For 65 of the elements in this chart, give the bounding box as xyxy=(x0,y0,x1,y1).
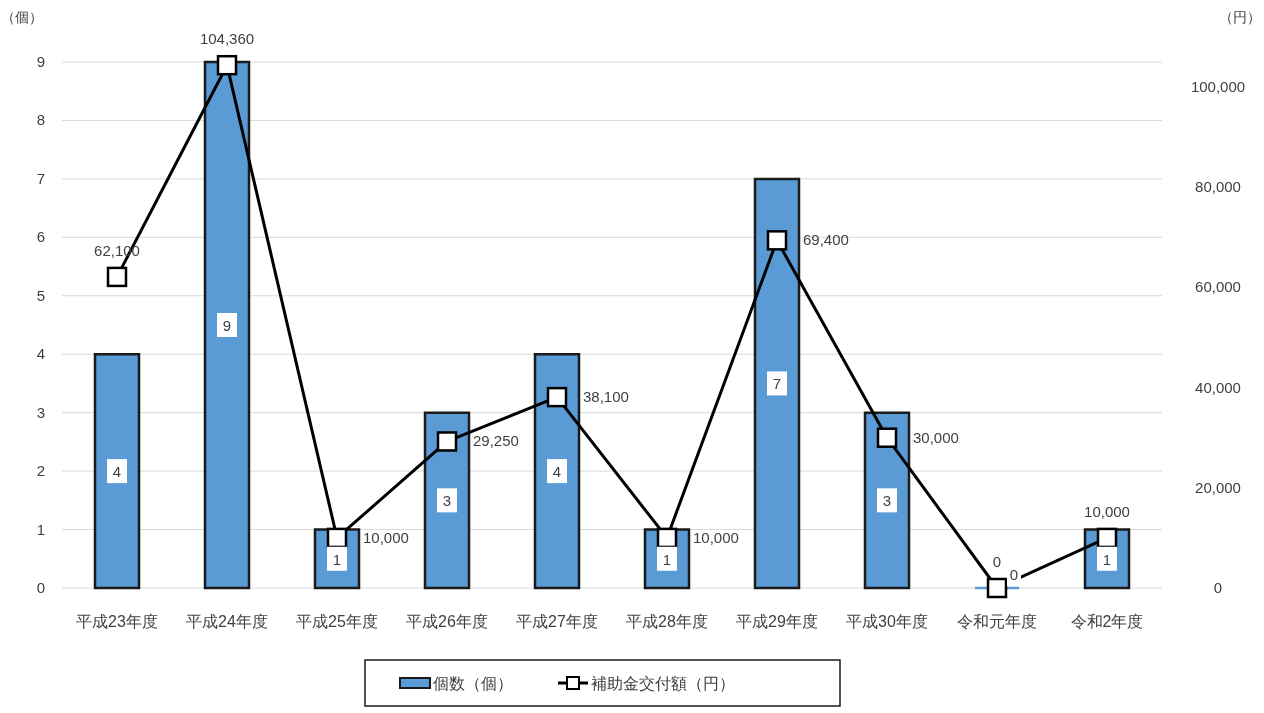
point xyxy=(106,266,128,288)
data-label: 69,400 xyxy=(803,231,849,249)
y2-tick-label: 80,000 xyxy=(1195,178,1241,196)
point xyxy=(986,577,1008,599)
y-axis-title: （個） xyxy=(1,9,43,25)
data-label: 3 xyxy=(442,492,452,510)
y2-tick-label: 100,000 xyxy=(1190,78,1246,96)
data-label: 4 xyxy=(552,463,562,481)
x-tick-label: 平成26年度 xyxy=(406,613,488,630)
data-label: 9 xyxy=(222,317,232,334)
bar xyxy=(93,352,141,590)
x-tick-label: 令和元年度 xyxy=(957,613,1037,630)
x-tick-label: 平成25年度 xyxy=(296,613,378,630)
y2-tick-label: 20,000 xyxy=(1195,478,1241,496)
x-tick-label: 平成27年度 xyxy=(516,613,598,630)
data-label: 30,000 xyxy=(913,428,959,446)
x-tick-label: 平成29年度 xyxy=(736,613,818,630)
legend-label: 個数（個） xyxy=(433,675,513,692)
y-tick-label: 8 xyxy=(36,111,45,129)
y2-axis-title: （円） xyxy=(1219,9,1261,25)
x-tick-label: 平成24年度 xyxy=(186,613,268,630)
y-tick-label: 2 xyxy=(36,462,45,480)
point xyxy=(546,386,568,408)
data-label: 0 xyxy=(992,553,1002,570)
x-tick-label: 平成30年度 xyxy=(846,613,928,630)
data-label: 1 xyxy=(662,550,672,568)
x-tick-label: 平成28年度 xyxy=(626,613,708,630)
bar xyxy=(203,60,251,590)
bar xyxy=(753,177,801,590)
data-label: 38,100 xyxy=(583,388,629,406)
x-tick-label: 平成23年度 xyxy=(76,613,158,630)
bar xyxy=(423,411,471,590)
bar xyxy=(863,411,911,590)
y2-tick-label: 60,000 xyxy=(1195,278,1241,296)
point xyxy=(216,54,238,76)
y-tick-label: 3 xyxy=(36,403,45,421)
data-label: 0 xyxy=(1009,566,1019,583)
data-label: 4 xyxy=(112,463,122,481)
y-tick-label: 9 xyxy=(36,53,45,70)
point xyxy=(766,230,788,251)
y-tick-label: 0 xyxy=(36,579,45,596)
point xyxy=(656,527,678,549)
data-label: 104,360 xyxy=(199,30,255,48)
data-label: 1 xyxy=(332,550,342,568)
y-tick-label: 1 xyxy=(36,520,45,538)
data-label: 29,250 xyxy=(473,432,519,450)
y-tick-label: 6 xyxy=(36,228,45,246)
y-tick-label: 4 xyxy=(36,345,45,363)
x-tick-label: 令和2年度 xyxy=(1070,613,1144,630)
data-label: 3 xyxy=(882,492,892,510)
data-label: 7 xyxy=(772,375,782,393)
legend-label: 補助金交付額（円） xyxy=(591,675,735,692)
data-label: 10,000 xyxy=(363,528,409,546)
point xyxy=(436,431,458,452)
y-tick-label: 5 xyxy=(36,286,45,304)
point xyxy=(326,527,348,549)
y2-tick-label: 40,000 xyxy=(1195,378,1241,396)
data-label: 1 xyxy=(1102,550,1112,568)
data-label: 10,000 xyxy=(1084,502,1130,520)
bar xyxy=(533,352,581,590)
y2-tick-label: 0 xyxy=(1213,579,1223,596)
y-tick-label: 7 xyxy=(36,169,45,187)
point xyxy=(1096,527,1118,549)
point xyxy=(876,427,898,448)
data-label: 10,000 xyxy=(693,528,739,546)
